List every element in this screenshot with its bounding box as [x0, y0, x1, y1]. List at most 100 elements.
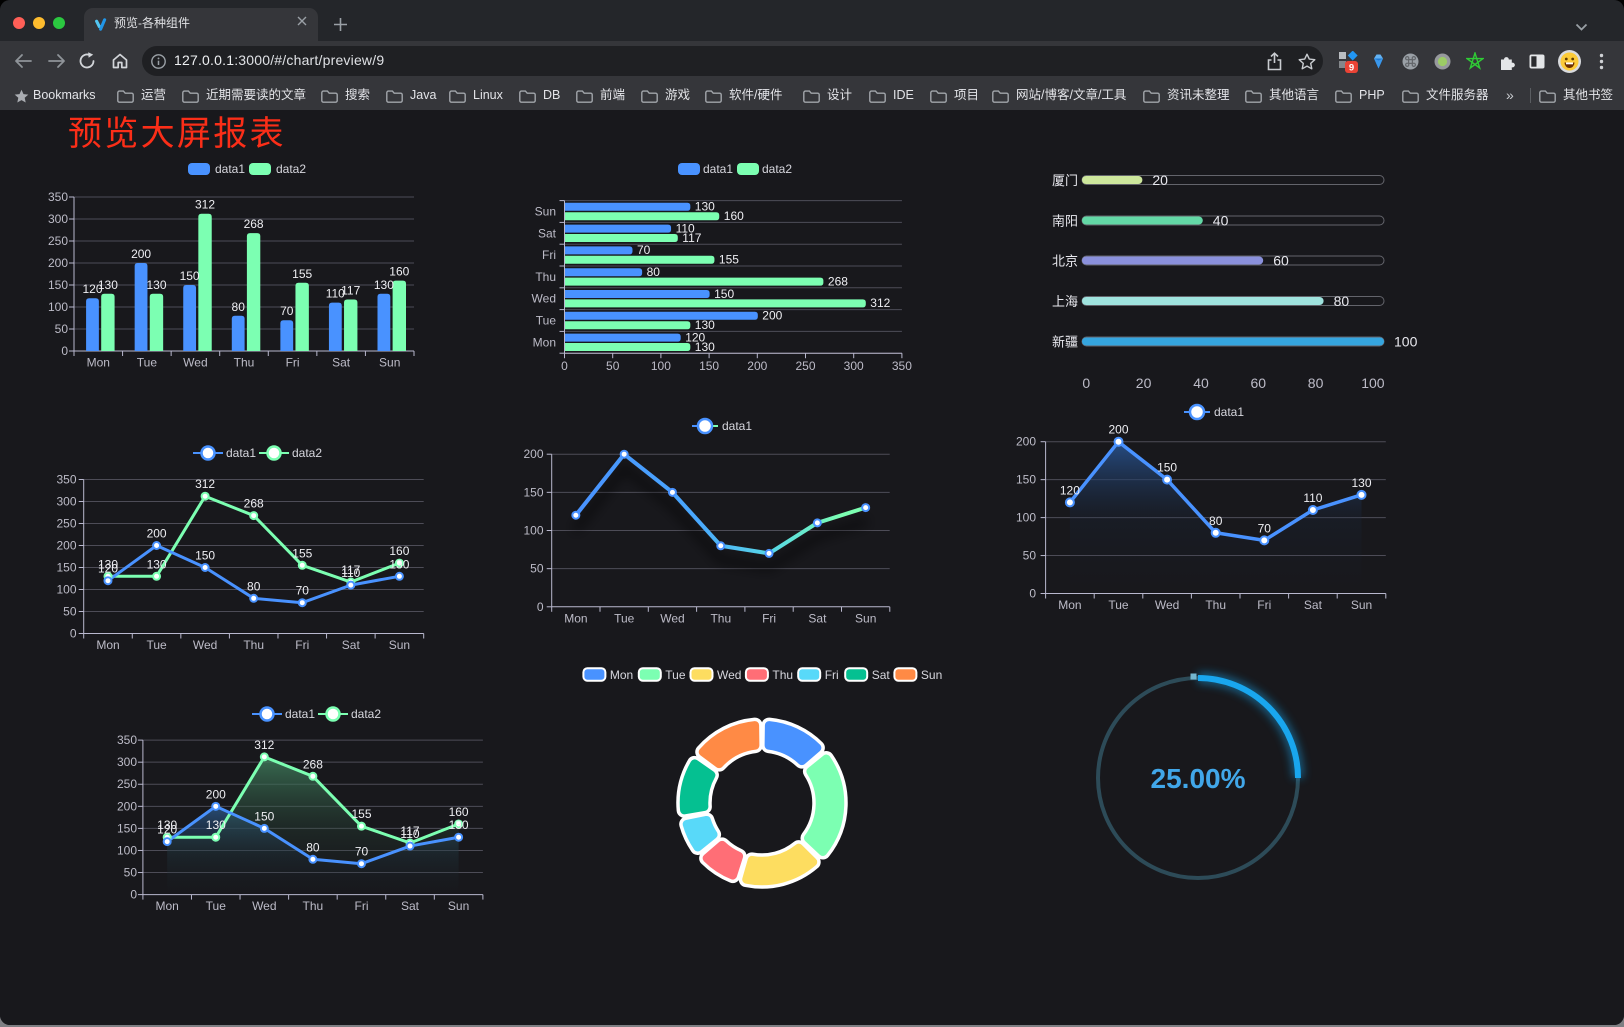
svg-text:110: 110: [341, 566, 360, 580]
svg-text:Sat: Sat: [1304, 598, 1323, 612]
svg-text:268: 268: [244, 497, 264, 511]
svg-text:Sun: Sun: [389, 638, 410, 652]
svg-text:Fri: Fri: [825, 668, 839, 682]
svg-text:160: 160: [389, 265, 409, 279]
svg-text:70: 70: [296, 584, 310, 598]
svg-text:250: 250: [48, 234, 68, 248]
svg-text:70: 70: [355, 845, 369, 859]
svg-text:Mon: Mon: [156, 899, 179, 913]
svg-text:Sat: Sat: [342, 638, 361, 652]
svg-text:Sun: Sun: [921, 668, 942, 682]
svg-text:150: 150: [56, 561, 76, 575]
svg-text:Mon: Mon: [87, 356, 110, 370]
svg-text:南阳: 南阳: [1052, 214, 1078, 229]
svg-text:0: 0: [61, 344, 68, 358]
svg-text:130: 130: [146, 278, 166, 292]
svg-text:200: 200: [131, 247, 151, 261]
svg-text:data1: data1: [1214, 405, 1244, 419]
svg-text:200: 200: [56, 539, 76, 553]
svg-text:200: 200: [206, 787, 226, 801]
svg-text:Tue: Tue: [146, 638, 167, 652]
svg-text:150: 150: [180, 269, 200, 283]
svg-text:0: 0: [537, 600, 544, 614]
svg-text:117: 117: [682, 231, 701, 245]
svg-text:100: 100: [117, 844, 137, 858]
svg-text:300: 300: [56, 495, 76, 509]
svg-text:data1: data1: [722, 419, 752, 433]
svg-text:Sat: Sat: [872, 668, 891, 682]
svg-text:data2: data2: [276, 162, 306, 176]
svg-text:150: 150: [1016, 473, 1036, 487]
svg-text:250: 250: [117, 777, 137, 791]
svg-text:20: 20: [1136, 375, 1152, 391]
svg-text:Mon: Mon: [533, 335, 556, 349]
svg-text:120: 120: [1060, 483, 1080, 497]
svg-text:Mon: Mon: [96, 638, 119, 652]
svg-text:Tue: Tue: [665, 668, 686, 682]
svg-text:50: 50: [55, 322, 69, 336]
svg-text:150: 150: [1157, 461, 1177, 475]
svg-text:160: 160: [724, 209, 744, 223]
svg-text:117: 117: [341, 563, 360, 577]
svg-text:117: 117: [341, 284, 360, 298]
svg-text:155: 155: [351, 807, 371, 821]
svg-text:Tue: Tue: [1108, 598, 1129, 612]
svg-text:312: 312: [195, 477, 215, 491]
svg-text:Fri: Fri: [286, 356, 300, 370]
svg-text:Tue: Tue: [536, 314, 557, 328]
svg-text:Fri: Fri: [1257, 598, 1271, 612]
svg-text:130: 130: [157, 818, 177, 832]
svg-text:150: 150: [699, 359, 719, 373]
svg-text:Sun: Sun: [535, 205, 556, 219]
svg-text:130: 130: [98, 278, 118, 292]
svg-text:100: 100: [1394, 334, 1418, 350]
svg-text:80: 80: [247, 579, 261, 593]
svg-text:厦门: 厦门: [1052, 173, 1078, 188]
svg-text:70: 70: [1258, 521, 1272, 535]
svg-text:0: 0: [561, 359, 568, 373]
svg-text:80: 80: [1308, 375, 1324, 391]
svg-text:130: 130: [449, 818, 469, 832]
svg-text:110: 110: [676, 221, 695, 235]
svg-text:130: 130: [695, 318, 715, 332]
svg-text:data1: data1: [215, 162, 245, 176]
svg-text:Tue: Tue: [137, 356, 158, 370]
svg-text:155: 155: [292, 546, 312, 560]
svg-text:25.00%: 25.00%: [1151, 763, 1246, 794]
svg-text:100: 100: [651, 359, 671, 373]
svg-text:120: 120: [82, 282, 102, 296]
svg-text:350: 350: [892, 359, 912, 373]
svg-text:Mon: Mon: [564, 611, 587, 625]
svg-text:200: 200: [117, 799, 137, 813]
svg-text:110: 110: [1303, 491, 1322, 505]
svg-text:Sun: Sun: [448, 899, 469, 913]
svg-text:160: 160: [389, 544, 409, 558]
svg-text:312: 312: [870, 296, 890, 310]
svg-text:250: 250: [795, 359, 815, 373]
svg-text:70: 70: [280, 304, 294, 318]
svg-text:130: 130: [695, 340, 715, 354]
svg-text:110: 110: [400, 827, 419, 841]
svg-text:130: 130: [695, 200, 715, 214]
svg-text:50: 50: [1023, 549, 1037, 563]
svg-text:50: 50: [124, 866, 138, 880]
svg-text:data1: data1: [703, 162, 733, 176]
svg-text:Wed: Wed: [660, 611, 684, 625]
svg-text:9: 9: [1349, 63, 1354, 74]
svg-text:40: 40: [1193, 375, 1209, 391]
svg-text:100: 100: [1361, 375, 1385, 391]
svg-text:150: 150: [714, 287, 734, 301]
svg-text:300: 300: [117, 755, 137, 769]
svg-text:130: 130: [1351, 476, 1371, 490]
svg-text:北京: 北京: [1052, 254, 1078, 269]
svg-text:130: 130: [374, 278, 394, 292]
svg-text:120: 120: [98, 562, 118, 576]
svg-text:Thu: Thu: [234, 356, 255, 370]
svg-text:0: 0: [70, 627, 77, 641]
svg-text:Tue: Tue: [614, 611, 635, 625]
svg-text:80: 80: [306, 840, 320, 854]
svg-text:110: 110: [326, 287, 345, 301]
svg-text:150: 150: [254, 809, 274, 823]
svg-text:Mon: Mon: [610, 668, 633, 682]
svg-text:350: 350: [56, 473, 76, 487]
